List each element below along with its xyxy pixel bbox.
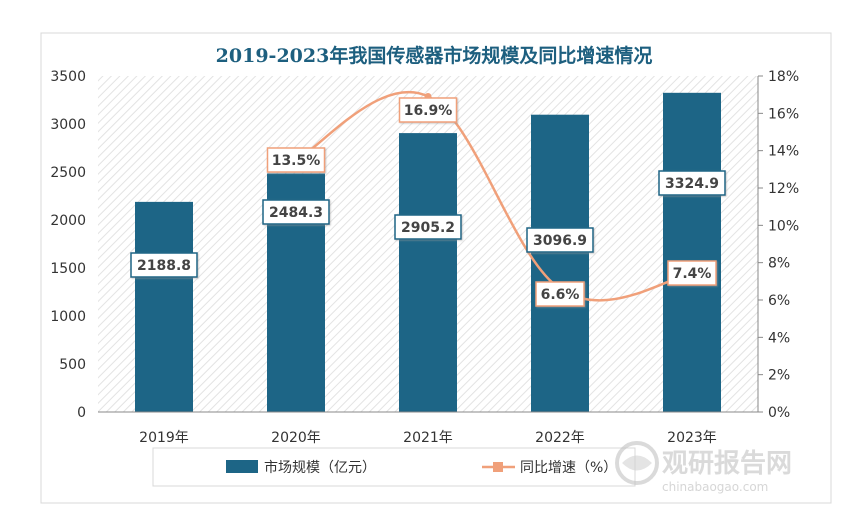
growth-value-label-text: 16.9%	[404, 103, 453, 119]
bar-value-label-text: 2188.8	[137, 258, 191, 274]
watermark-brand: 观研报告网	[662, 448, 792, 479]
bar-value-label: 2188.8	[130, 252, 198, 278]
right-axis: 0% 2% 4% 6% 8% 10% 12% 14% 16% 18%	[757, 69, 799, 421]
left-axis-tick-label: 2500	[50, 165, 86, 181]
right-axis-tick-label: 6%	[768, 293, 790, 309]
left-axis-tick-label: 1000	[50, 309, 86, 325]
left-axis-tick-label: 500	[59, 357, 86, 373]
right-axis-tick-label: 0%	[768, 405, 790, 421]
legend-bar-label: 市场规模（亿元）	[264, 459, 376, 476]
growth-value-label-box	[667, 260, 717, 286]
chart-title: 2019-2023年我国传感器市场规模及同比增速情况	[216, 44, 653, 67]
growth-value-label-box	[398, 97, 458, 123]
right-axis-tick-label: 8%	[768, 256, 790, 272]
growth-value-label-box	[535, 281, 585, 307]
bar-value-label-text: 3324.9	[665, 176, 719, 192]
legend-line-marker	[493, 462, 503, 472]
growth-line	[295, 90, 693, 302]
bar	[531, 114, 589, 412]
bar-value-label-text: 3096.9	[533, 233, 587, 249]
x-axis-category-label: 2019年	[139, 430, 189, 446]
growth-value-label-text: 7.4%	[673, 266, 712, 282]
bar-value-label-text: 2484.3	[269, 205, 323, 221]
right-axis-tick-label: 18%	[768, 69, 799, 85]
left-axis-tick-label: 3000	[50, 117, 86, 133]
bar-value-label-text: 2905.2	[401, 220, 455, 236]
growth-value-label-box	[266, 147, 326, 173]
growth-value-label-text: 13.5%	[272, 153, 321, 169]
bar-value-label: 3324.9	[658, 170, 726, 196]
bar-value-label-box	[394, 214, 462, 240]
left-axis: 0 500 1000 1500 2000 2500 3000 3500	[50, 69, 86, 421]
bar-value-label-box	[526, 227, 594, 253]
bar	[135, 201, 193, 412]
x-axis-category-label: 2021年	[403, 430, 453, 446]
right-axis-tick-label: 16%	[768, 106, 799, 122]
watermark-url: chinabaogao.com	[662, 480, 768, 494]
watermark-logo-icon	[615, 441, 659, 485]
x-axis-category-label: 2023年	[667, 430, 717, 446]
x-axis-category-label: 2022年	[535, 430, 585, 446]
watermark: 观研报告网 chinabaogao.com	[615, 441, 792, 494]
growth-value-label: 6.6%	[535, 281, 585, 307]
right-axis-tick-label: 12%	[768, 181, 799, 197]
bar-value-label-box	[130, 252, 198, 278]
bar	[663, 92, 721, 412]
growth-value-label: 13.5%	[266, 147, 326, 173]
x-axis: 2019年 2020年 2021年 2022年 2023年	[98, 411, 758, 446]
legend-bar-swatch	[226, 460, 258, 473]
right-axis-tick-label: 14%	[768, 144, 799, 160]
right-axis-tick-label: 4%	[768, 330, 790, 346]
legend-line-label: 同比增速（%）	[520, 460, 617, 476]
growth-value-label-text: 6.6%	[541, 287, 580, 303]
left-axis-tick-label: 0	[77, 405, 86, 421]
bar-value-label-box	[262, 199, 330, 225]
growth-value-label: 7.4%	[667, 260, 717, 286]
legend: 市场规模（亿元） 同比增速（%）	[152, 447, 636, 487]
right-axis-tick-label: 2%	[768, 368, 790, 384]
data-labels: 2188.8 2484.3 2905.2 3096.9 3324.9 13.5% 16.9%…	[130, 97, 726, 307]
bar-series	[135, 92, 721, 412]
bar-value-label: 2905.2	[394, 214, 462, 240]
right-axis-tick-label: 10%	[768, 218, 799, 234]
x-axis-category-label: 2020年	[271, 430, 321, 446]
bar-value-label-box	[658, 170, 726, 196]
left-axis-tick-label: 3500	[50, 69, 86, 85]
growth-value-label: 16.9%	[398, 97, 458, 123]
bar	[399, 133, 457, 412]
bar-value-label: 3096.9	[526, 227, 594, 253]
left-axis-tick-label: 2000	[50, 213, 86, 229]
left-axis-tick-label: 1500	[50, 261, 86, 277]
bar-value-label: 2484.3	[262, 199, 330, 225]
